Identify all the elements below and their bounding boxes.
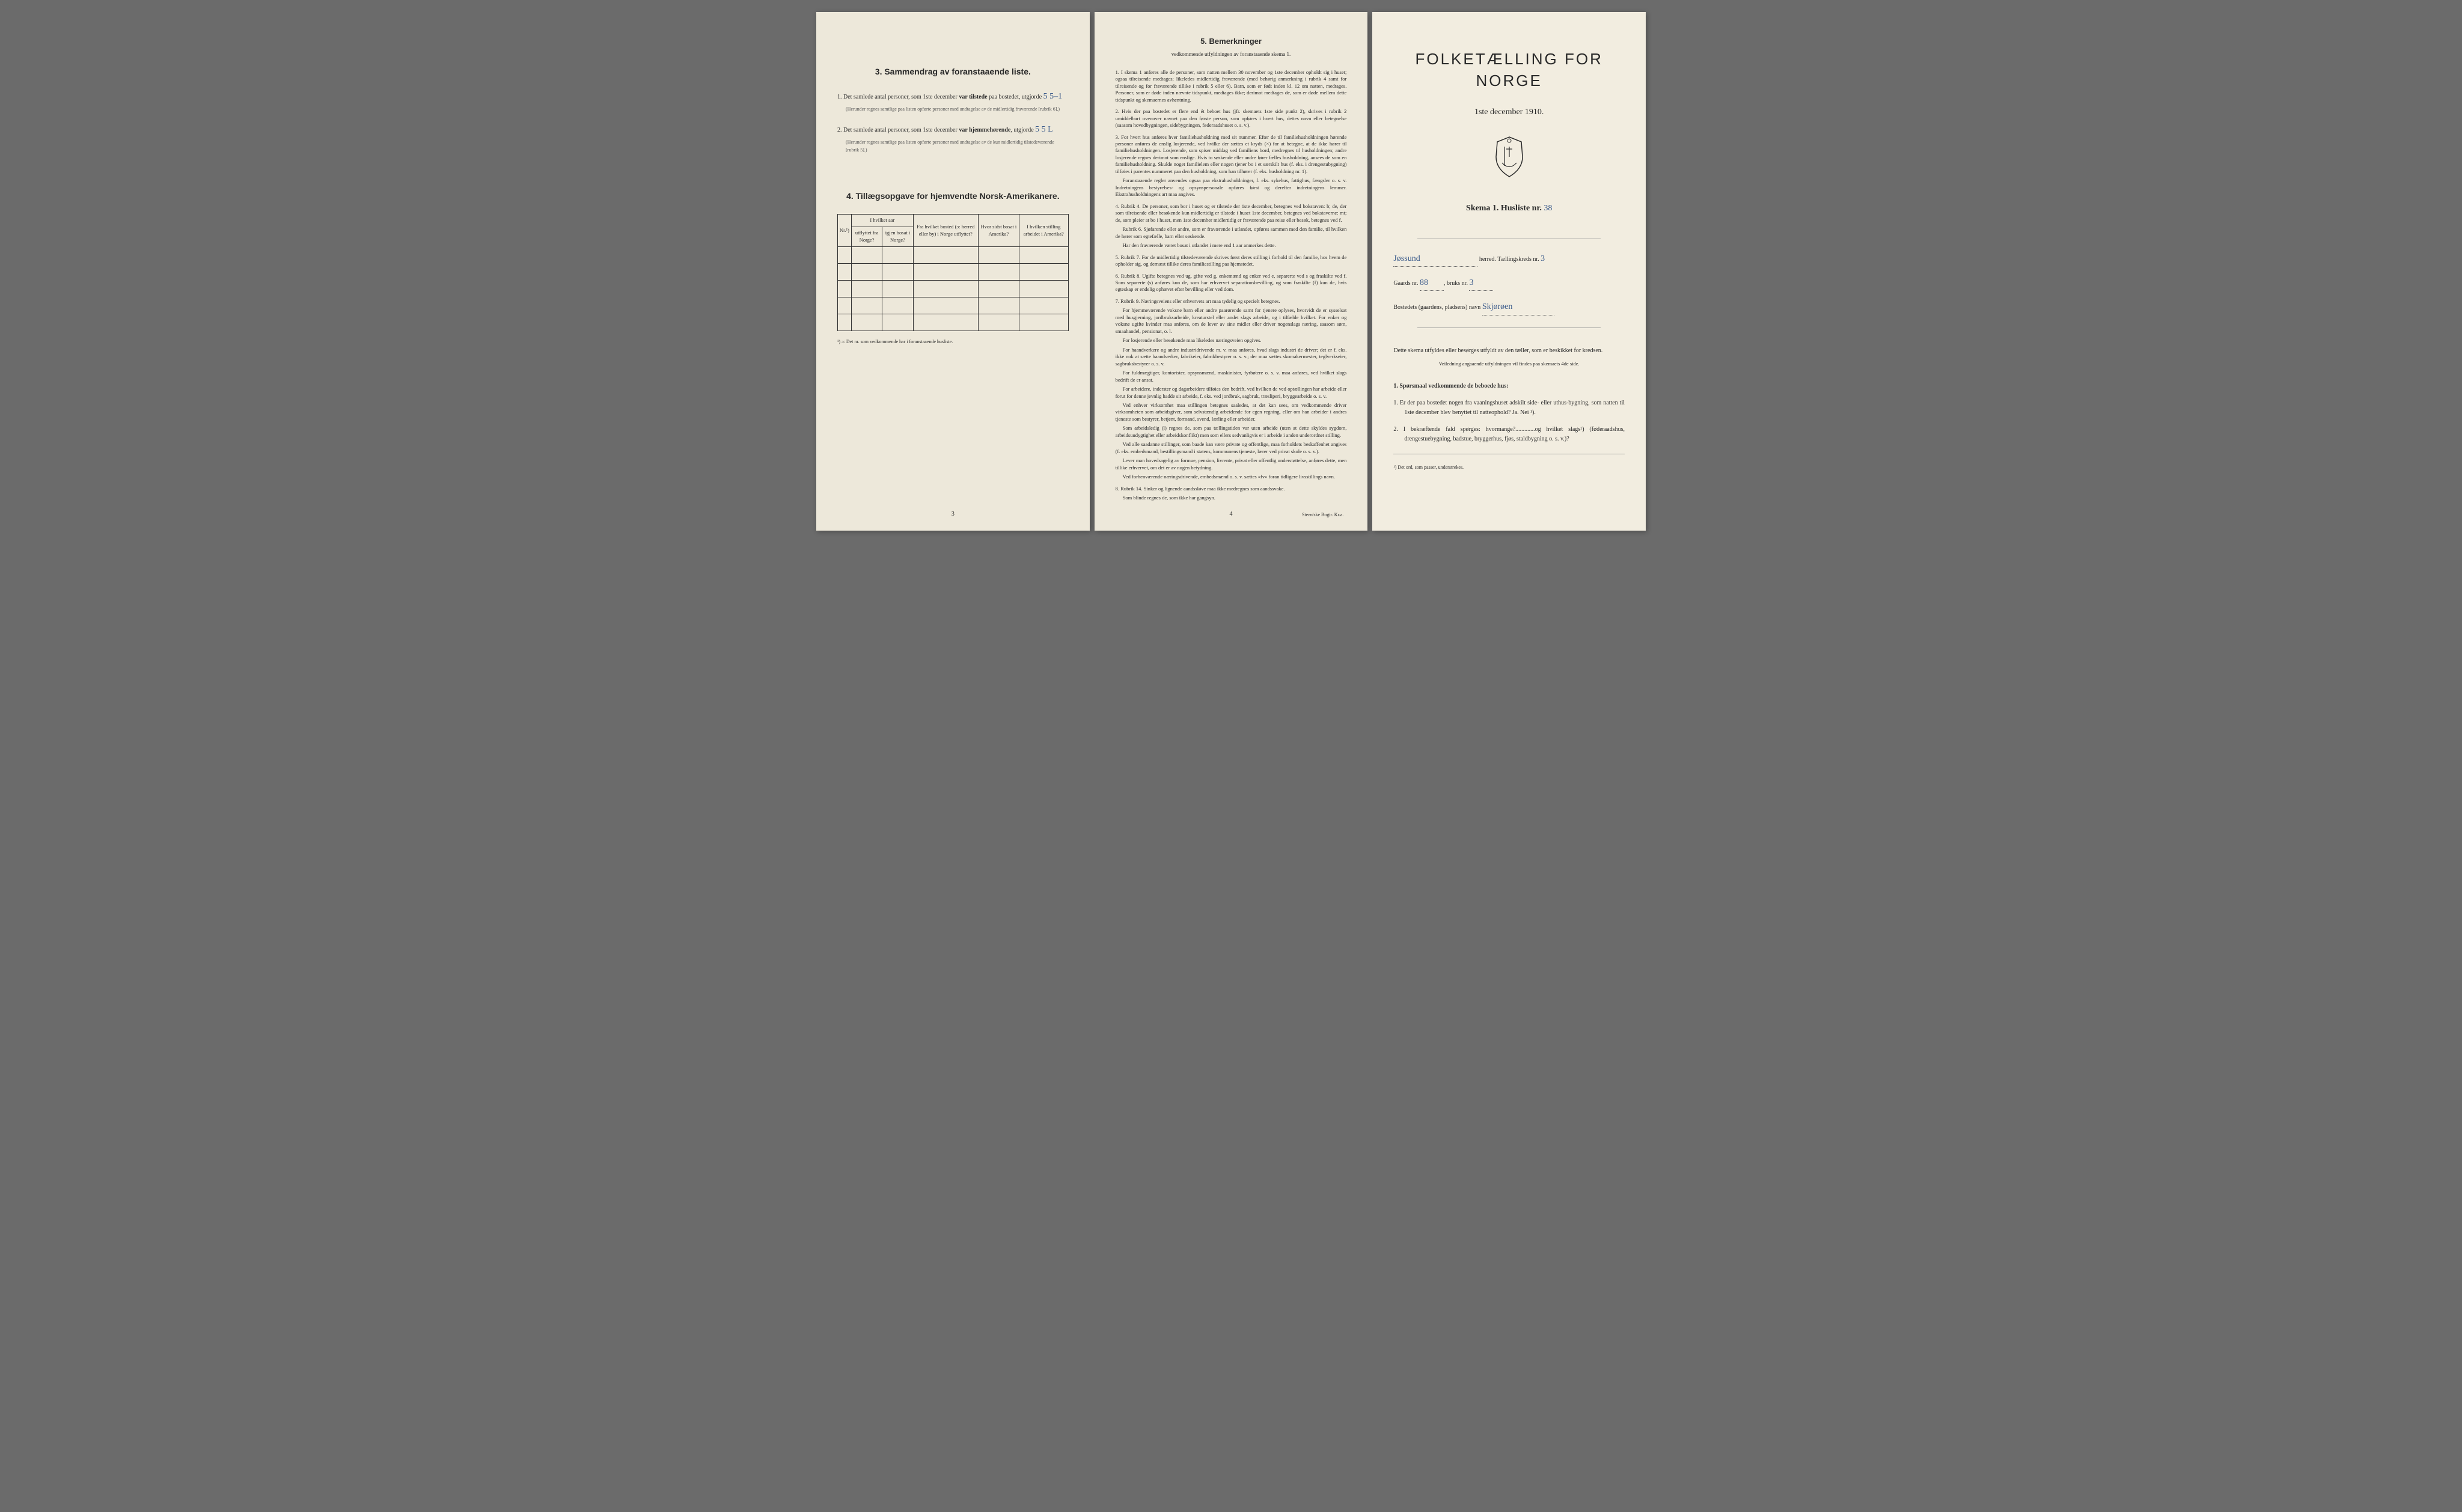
census-title: FOLKETÆLLING FOR NORGE [1393,48,1625,92]
remark-8: 8. Rubrik 14. Sinker og lignende aandssl… [1116,486,1347,502]
item1-suffix: paa bostedet, utgjorde [988,94,1043,100]
census-date: 1ste december 1910. [1393,106,1625,118]
remark-1: 1. I skema 1 anføres alle de personer, s… [1116,69,1347,103]
section3-heading: 3. Sammendrag av foranstaaende liste. [837,66,1069,78]
bosted-line: Bostedets (gaardens, pladsens) navn Skjø… [1393,299,1625,315]
remark-7d: For fuldmægtiger, kontorister, opsynsmæn… [1116,370,1347,383]
remark-8a: Som blinde regnes de, som ikke har gangs… [1116,495,1347,501]
remark-7j: Ved forhenværende næringsdrivende, embed… [1116,474,1347,480]
questions-section: 1. Spørsmaal vedkommende de beboede hus:… [1393,382,1625,444]
remark-5: 5. Rubrik 7. For de midlertidig tilstede… [1116,254,1347,268]
table-row [838,247,1069,264]
item1-prefix: 1. Det samlede antal personer, som 1ste … [837,94,959,100]
section5-subtitle: vedkommende utfyldningen av foranstaaend… [1116,50,1347,58]
item2-note: (Herunder regnes samtlige paa listen opf… [846,139,1069,154]
herred-value: Jøssund [1393,251,1477,267]
item2-prefix: 2. Det samlede antal personer, som 1ste … [837,127,959,133]
herred-label: herred. Tællingskreds nr. [1479,256,1539,263]
bruks-label: bruks nr. [1447,280,1468,287]
section4-heading: 4. Tillægsopgave for hjemvendte Norsk-Am… [837,191,1069,203]
remark-6: 6. Rubrik 8. Ugifte betegnes ved ug, gif… [1116,273,1347,293]
question-1: 1. Er der paa bostedet nogen fra vaaning… [1393,398,1625,418]
th-bosted: Fra hvilket bosted (ɔ: herred eller by) … [913,215,978,247]
table-row [838,264,1069,281]
printer-mark: Steen'ske Bogtr. Kr.a. [1302,511,1343,518]
skema-label: Skema 1. Husliste nr. [1466,204,1542,213]
table-footnote: ¹) ɔ: Det nr. som vedkommende har i fora… [837,338,1069,345]
th-aar: I hvilket aar [852,215,914,227]
page-right: FOLKETÆLLING FOR NORGE 1ste december 191… [1372,12,1646,531]
item1-bold: var tilstede [959,94,987,100]
item2-bold: var hjemmehørende [959,127,1010,133]
bosted-value: Skjørøen [1482,299,1554,315]
remark-7a: For hjemmeværende voksne barn eller andr… [1116,307,1347,335]
remark-7-main: 7. Rubrik 9. Næringsveiens eller erhverv… [1116,298,1280,304]
gaards-value: 88 [1420,275,1444,291]
item1-value: 5 5–1 [1043,92,1063,101]
th-bosat: igjen bosat i Norge? [882,227,913,247]
th-stilling: I hvilken stilling arbeidet i Amerika? [1019,215,1068,247]
husliste-nr: 38 [1544,204,1552,213]
table-row [838,281,1069,297]
remark-4b: Har den fraværende været bosat i utlande… [1116,242,1347,249]
q-heading: 1. Spørsmaal vedkommende de beboede hus: [1393,383,1508,389]
skema-line: Skema 1. Husliste nr. 38 [1393,203,1625,215]
remark-4a: Rubrik 6. Sjøfarende eller andre, som er… [1116,226,1347,240]
gaards-line: Gaards nr. 88, bruks nr. 3 [1393,275,1625,291]
item2-suffix: , utgjorde [1010,127,1035,133]
remark-7h: Ved alle saadanne stillinger, som baade … [1116,441,1347,455]
summary-item-2: 2. Det samlede antal personer, som 1ste … [837,123,1069,154]
th-nr: Nr.¹) [838,215,852,247]
remark-3: 3. For hvert hus anføres hver familiehus… [1116,134,1347,198]
remark-3-main: 3. For hvert hus anføres hver familiehus… [1116,134,1347,174]
page-number: 3 [952,510,955,519]
filler-instruction: Dette skema utfyldes eller besørges utfy… [1393,346,1625,356]
kreds-value: 3 [1541,254,1545,263]
item2-value: 5 5 L [1035,125,1053,134]
table-row [838,314,1069,331]
remark-7: 7. Rubrik 9. Næringsveiens eller erhverv… [1116,298,1347,481]
bosted-label: Bostedets (gaardens, pladsens) navn [1393,304,1480,311]
gaards-label: Gaards nr. [1393,280,1418,287]
table-row [838,297,1069,314]
document-spread: 3. Sammendrag av foranstaaende liste. 1.… [816,12,1646,531]
th-amerika: Hvor sidst bosat i Amerika? [978,215,1019,247]
remark-3a: Foranstaaende regler anvendes ogsaa paa … [1116,177,1347,198]
summary-item-1: 1. Det samlede antal personer, som 1ste … [837,90,1069,114]
remark-8-main: 8. Rubrik 14. Sinker og lignende aandssl… [1116,486,1285,492]
remark-7c: For haandverkere og andre industridriven… [1116,347,1347,367]
remark-4-main: 4. Rubrik 4. De personer, som bor i huse… [1116,203,1347,223]
remark-7e: For arbeidere, inderster og dagarbeidere… [1116,386,1347,400]
remark-7g: Som arbeidsledig (l) regnes de, som paa … [1116,425,1347,439]
herred-line: Jøssund herred. Tællingskreds nr. 3 [1393,251,1625,267]
remark-7i: Lever man hovedsagelig av formue, pensio… [1116,457,1347,471]
amerikanere-table: Nr.¹) I hvilket aar Fra hvilket bosted (… [837,214,1069,331]
th-utflyttet: utflyttet fra Norge? [852,227,882,247]
remark-4: 4. Rubrik 4. De personer, som bor i huse… [1116,203,1347,249]
page-left: 3. Sammendrag av foranstaaende liste. 1.… [816,12,1090,531]
question-2: 2. I bekræftende fald spørges: hvormange… [1393,425,1625,444]
item1-note: (Herunder regnes samtlige paa listen opf… [846,106,1069,114]
remark-2: 2. Hvis der paa bostedet er flere end ét… [1116,108,1347,129]
coat-of-arms-icon [1393,136,1625,181]
page-number: 4 [1230,510,1233,519]
guidance-note: Veiledning angaaende utfyldningen vil fi… [1393,361,1625,368]
remark-7f: Ved enhver virksomhet maa stillingen bet… [1116,402,1347,422]
bruks-value: 3 [1469,275,1493,291]
page-middle: 5. Bemerkninger vedkommende utfyldningen… [1095,12,1368,531]
section5-heading: 5. Bemerkninger [1116,36,1347,47]
remark-7b: For losjerende eller besøkende maa likel… [1116,337,1347,344]
page3-footnote: ¹) Det ord, som passer, understrekes. [1393,464,1625,471]
